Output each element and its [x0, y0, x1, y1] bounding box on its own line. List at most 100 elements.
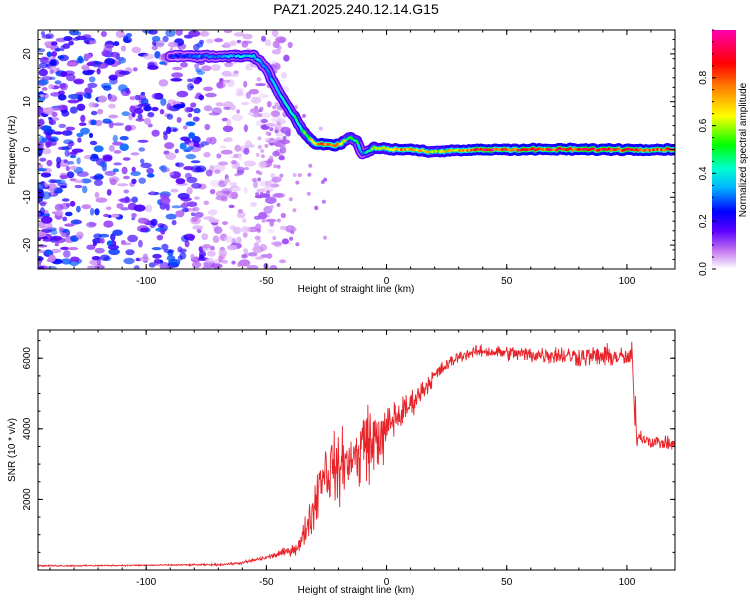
heatmap-speckle — [138, 177, 146, 184]
heatmap-speckle — [99, 160, 107, 168]
heatmap-speckle — [41, 34, 52, 39]
heatmap-speckle — [210, 263, 223, 269]
heatmap-speckle — [257, 136, 262, 141]
heatmap-speckle — [215, 81, 226, 89]
heatmap-speckle — [280, 212, 286, 219]
heatmap-speckle — [204, 123, 211, 131]
heatmap-speckle — [153, 258, 161, 266]
heatmap-speckle — [77, 137, 82, 143]
heatmap-speckle — [96, 174, 104, 180]
x-tick-label: 100 — [619, 276, 636, 287]
heatmap-speckle — [120, 207, 130, 211]
heatmap-speckle — [131, 178, 137, 184]
heatmap-speckle — [39, 57, 49, 64]
heatmap-speckle — [219, 145, 227, 149]
heatmap-speckle — [274, 192, 286, 198]
heatmap-speckle — [127, 234, 138, 243]
colorbar: 0.0 0.2 0.4 0.6 0.8 Normalized spectral ampl… — [698, 29, 749, 276]
heatmap-speckle — [125, 249, 135, 256]
heatmap-speckle — [241, 101, 250, 106]
heatmap-speckle — [133, 204, 146, 212]
heatmap-speckle — [196, 228, 202, 234]
heatmap-speckle — [297, 173, 302, 178]
heatmap-speckle — [40, 31, 46, 36]
heatmap-y-axis-label: Frequency (Hz) — [7, 116, 18, 185]
heatmap-speckle — [54, 80, 62, 85]
heatmap-speckle — [58, 123, 67, 129]
heatmap-speckle — [270, 110, 281, 117]
heatmap-speckle — [117, 84, 128, 92]
heatmap-speckle — [221, 117, 229, 122]
heatmap-speckle — [271, 241, 283, 246]
heatmap-speckle — [69, 151, 78, 155]
heatmap-speckle — [265, 196, 277, 204]
heatmap-speckle — [243, 167, 250, 170]
heatmap-speckle — [88, 102, 96, 108]
heatmap-speckle — [168, 171, 174, 176]
heatmap-speckle — [76, 157, 81, 165]
heatmap-speckle — [293, 105, 298, 110]
heatmap-speckle — [279, 146, 287, 154]
heatmap-speckle — [243, 147, 250, 155]
heatmap-speckle — [108, 114, 119, 119]
heatmap-speckle — [246, 265, 259, 269]
heatmap-speckle — [62, 216, 68, 222]
heatmap-speckle — [53, 131, 63, 135]
heatmap-speckle — [250, 96, 262, 104]
heatmap-speckle — [60, 71, 68, 78]
heatmap-speckle — [208, 218, 220, 223]
heatmap-speckle — [122, 37, 133, 43]
heatmap-speckle — [57, 94, 67, 101]
heatmap-speckle — [170, 78, 183, 82]
y-tick-label: 6000 — [22, 347, 33, 370]
heatmap-speckle — [119, 197, 132, 204]
heatmap-speckle — [70, 256, 80, 262]
heatmap-speckle — [199, 30, 210, 37]
heatmap-speckle — [76, 231, 84, 239]
heatmap-speckle — [241, 254, 248, 259]
heatmap-speckle — [320, 180, 325, 184]
heatmap-speckle — [276, 121, 281, 126]
heatmap-speckle — [165, 213, 177, 220]
heatmap-speckle — [38, 182, 46, 191]
heatmap-speckle — [118, 57, 127, 64]
heatmap-speckle — [39, 157, 47, 162]
heatmap-speckle — [108, 74, 118, 81]
heatmap-speckle — [249, 144, 255, 148]
heatmap-speckle — [176, 90, 189, 98]
heatmap-speckle — [133, 265, 140, 269]
heatmap-speckle — [137, 217, 148, 224]
heatmap-speckle — [89, 207, 95, 216]
heatmap-speckle — [177, 255, 183, 261]
heatmap-speckle — [51, 117, 60, 121]
heatmap-speckle — [181, 235, 189, 243]
heatmap-speckle — [38, 250, 45, 253]
heatmap-speckle — [108, 176, 120, 183]
heatmap-speckle — [186, 186, 193, 195]
heatmap-speckle — [292, 227, 297, 232]
heatmap-speckle — [95, 197, 108, 203]
heatmap-speckle — [73, 219, 79, 225]
heatmap-speckle — [86, 221, 97, 228]
heatmap-speckle — [131, 213, 137, 218]
heatmap-speckle — [38, 62, 48, 69]
heatmap-speckle — [112, 229, 123, 236]
snr-series-line — [38, 341, 675, 568]
heatmap-speckle — [115, 30, 125, 38]
heatmap-speckle — [221, 188, 233, 194]
heatmap-speckle — [278, 37, 285, 44]
heatmap-speckle — [194, 211, 204, 218]
heatmap-speckle — [146, 167, 154, 174]
heatmap-speckle — [269, 204, 274, 209]
heatmap-speckle — [144, 204, 153, 213]
heatmap-speckle — [68, 93, 81, 100]
heatmap-speckle — [38, 141, 44, 149]
heatmap-speckle — [266, 139, 278, 143]
heatmap-speckle — [39, 202, 47, 207]
heatmap-speckle — [257, 145, 262, 149]
heatmap-speckle — [69, 165, 77, 170]
heatmap-speckle — [177, 246, 183, 253]
heatmap-speckle — [272, 150, 280, 157]
heatmap-speckle — [102, 155, 113, 162]
heatmap-speckle — [256, 188, 265, 193]
